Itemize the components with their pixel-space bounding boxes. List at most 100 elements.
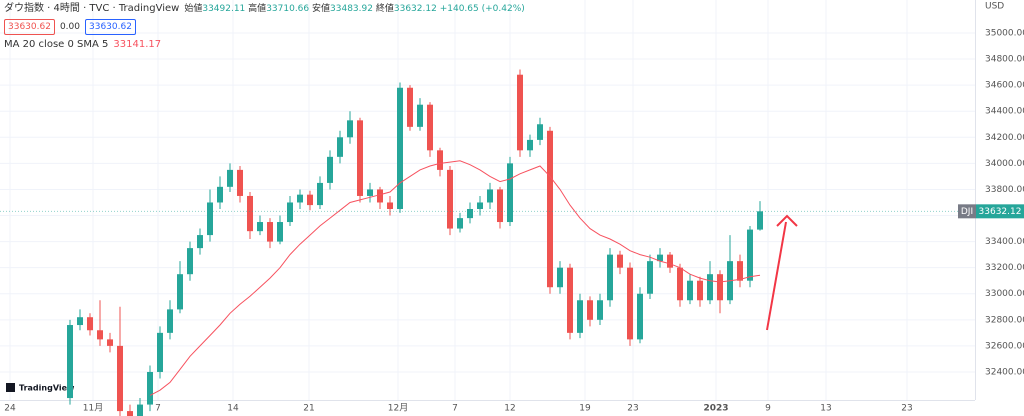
- candle-body: [487, 189, 493, 203]
- candle-body: [607, 254, 613, 301]
- high-value: 33710.66: [266, 4, 310, 14]
- candle-body: [407, 87, 413, 127]
- price-boxes: 33630.62 0.00 33630.62: [4, 19, 525, 35]
- candle-body: [367, 189, 373, 196]
- ma-line: [149, 160, 761, 396]
- candle-body: [397, 87, 403, 209]
- y-tick-label: 34200.00: [985, 133, 1024, 143]
- indicator-value: 33141.17: [113, 39, 162, 50]
- ohlc-label: 安値: [312, 4, 331, 14]
- candle-body: [447, 169, 453, 229]
- candle-body: [77, 317, 83, 326]
- candle-body: [337, 137, 343, 157]
- symbol-tag: [958, 204, 976, 219]
- candle-body: [617, 254, 623, 268]
- candle-body: [647, 261, 653, 294]
- candle-body: [637, 293, 643, 340]
- candle-body: [137, 404, 143, 416]
- close-value: 33632.12: [393, 4, 437, 14]
- candle-body: [387, 202, 393, 209]
- candle-body: [377, 189, 383, 203]
- candle-body: [417, 104, 423, 127]
- candle-body: [747, 229, 753, 281]
- candle-body: [177, 274, 183, 310]
- candle-body: [717, 274, 723, 301]
- x-tick-label: 23: [627, 404, 638, 414]
- candles: [67, 69, 763, 416]
- watermark: TradingView: [6, 383, 75, 393]
- y-tick-label: 33000.00: [985, 289, 1024, 299]
- candle-body: [217, 186, 223, 203]
- candle-body: [547, 130, 553, 288]
- candle-body: [67, 325, 73, 399]
- candle-body: [187, 248, 193, 275]
- candle-body: [587, 300, 593, 320]
- candle-body: [327, 156, 333, 183]
- candle-body: [287, 202, 293, 223]
- candle-body: [707, 274, 713, 301]
- candle-body: [87, 317, 93, 331]
- candle-body: [257, 222, 263, 232]
- y-tick-label: 33200.00: [985, 263, 1024, 273]
- y-tick-label: 34800.00: [985, 55, 1024, 65]
- candle-body: [237, 169, 243, 196]
- x-tick-label: 13: [820, 404, 831, 414]
- candle-body: [667, 254, 673, 268]
- y-tick-label: 32400.00: [985, 367, 1024, 377]
- candle-body: [347, 120, 353, 138]
- candle-body: [477, 202, 483, 209]
- candle-body: [497, 189, 503, 223]
- sell-box[interactable]: 33630.62: [4, 19, 55, 35]
- candle-body: [737, 261, 743, 281]
- candle-body: [147, 371, 153, 405]
- candle-body: [167, 309, 173, 333]
- buy-box[interactable]: 33630.62: [85, 19, 136, 35]
- indicator-row: MA 20 close 0 SMA 5 33141.17: [4, 38, 525, 52]
- candle-body: [677, 267, 683, 301]
- x-tick-label: 12: [504, 404, 515, 414]
- candle-body: [227, 169, 233, 187]
- chart-title: ダウ指数 · 4時間 · TVC · TradingView: [4, 3, 180, 14]
- candle-body: [597, 300, 603, 320]
- candle-body: [517, 74, 523, 151]
- change: +140.65 (+0.42%): [439, 4, 525, 14]
- candle-body: [627, 267, 633, 340]
- price-tag: [976, 204, 1024, 219]
- x-tick-label: 2023: [703, 404, 728, 414]
- price-tag-label: 33632.12: [979, 207, 1022, 217]
- candle-body: [697, 280, 703, 301]
- candle-body: [197, 235, 203, 249]
- legend-header: ダウ指数 · 4時間 · TVC · TradingView 始値33492.1…: [4, 2, 525, 55]
- candle-body: [577, 300, 583, 333]
- y-tick-label: 35000.00: [985, 28, 1024, 38]
- candle-body: [457, 218, 463, 229]
- candle-body: [107, 339, 113, 346]
- candle-body: [267, 222, 273, 242]
- arrow-shaft: [766, 221, 787, 331]
- y-tick-label: 33800.00: [985, 185, 1024, 195]
- annotation-arrow: [766, 214, 798, 331]
- candle-body: [687, 280, 693, 301]
- candle-body: [247, 195, 253, 232]
- x-tick-label: 12月: [388, 403, 408, 414]
- x-tick-label: 11月: [83, 403, 103, 414]
- candle-body: [307, 194, 313, 206]
- x-tick-label: 14: [227, 404, 239, 414]
- y-tick-label: 32600.00: [985, 341, 1024, 351]
- candle-body: [467, 208, 473, 219]
- candle-body: [357, 120, 363, 196]
- candle-body: [297, 194, 303, 203]
- arrow-head: [776, 214, 798, 227]
- y-tick-label: 33400.00: [985, 237, 1024, 247]
- candle-body: [567, 267, 573, 333]
- indicator-name: MA 20 close 0 SMA 5: [4, 39, 109, 50]
- candle-body: [537, 124, 543, 140]
- open-value: 33492.11: [202, 4, 246, 14]
- x-tick-label: 24: [4, 404, 16, 414]
- candle-body: [557, 267, 563, 288]
- candle-body: [527, 139, 533, 151]
- candle-body: [427, 104, 433, 151]
- candle-body: [437, 150, 443, 170]
- logo-mark: [6, 383, 15, 392]
